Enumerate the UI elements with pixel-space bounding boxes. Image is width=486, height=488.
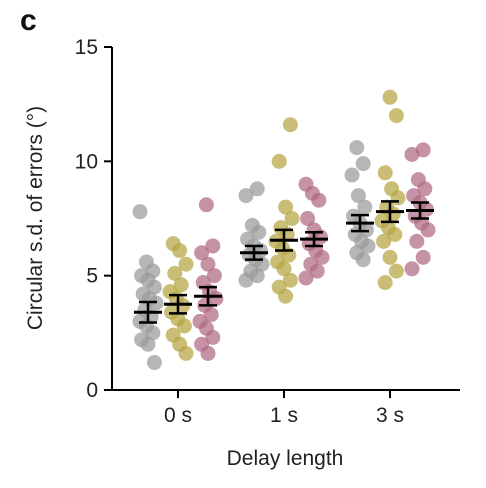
data-point — [203, 307, 219, 323]
data-point — [178, 345, 194, 361]
y-tick-label: 10 — [75, 150, 98, 173]
data-point — [200, 345, 216, 361]
data-point — [377, 165, 393, 181]
data-point — [404, 261, 420, 277]
data-point — [238, 188, 254, 204]
data-point — [404, 146, 420, 162]
axis-ticks: 0 5 10 15 0 s 1 s 3 s — [75, 36, 404, 427]
data-point — [350, 188, 366, 204]
data-point — [284, 211, 300, 226]
data-point — [409, 233, 425, 249]
data-point — [278, 288, 294, 304]
data-point — [309, 263, 325, 279]
data-point — [200, 256, 216, 272]
data-point — [311, 192, 327, 208]
data-point — [382, 89, 398, 105]
data-point — [298, 270, 314, 286]
data-point — [205, 329, 221, 345]
data-point — [205, 238, 221, 254]
data-point — [357, 199, 373, 215]
error-bars-layer — [134, 200, 434, 324]
data-point — [140, 336, 156, 352]
data-point — [300, 211, 316, 226]
x-tick-label: 3 s — [376, 404, 404, 427]
data-point — [146, 355, 162, 371]
data-point — [249, 181, 265, 197]
data-point — [388, 108, 404, 124]
data-point — [271, 153, 287, 169]
data-point — [360, 238, 376, 254]
data-point — [167, 265, 183, 281]
data-point — [198, 197, 214, 213]
data-point — [382, 249, 398, 265]
data-point — [194, 245, 210, 261]
data-point — [206, 268, 222, 284]
data-point — [376, 233, 392, 249]
data-point — [417, 181, 433, 197]
data-point — [387, 227, 403, 243]
data-point — [145, 325, 161, 341]
data-point — [344, 167, 360, 183]
panel-label: c — [20, 4, 37, 37]
data-point — [276, 261, 292, 277]
data-point — [282, 272, 298, 288]
data-point — [282, 117, 298, 133]
y-tick-label: 15 — [75, 36, 98, 59]
data-point — [388, 263, 404, 279]
data-point — [314, 249, 330, 265]
x-tick-label: 1 s — [270, 404, 298, 427]
data-point — [178, 256, 194, 272]
data-point — [420, 222, 436, 238]
data-point — [176, 318, 192, 334]
data-point — [146, 279, 162, 295]
data-point — [355, 156, 371, 172]
data-point — [415, 249, 431, 265]
y-tick-label: 5 — [86, 265, 98, 288]
data-point — [132, 204, 148, 220]
y-axis-label: Circular s.d. of errors (°) — [24, 106, 47, 330]
data-point — [172, 243, 188, 259]
y-tick-label: 0 — [86, 379, 98, 402]
x-tick-label: 0 s — [164, 404, 192, 427]
data-point — [278, 199, 294, 215]
data-point — [251, 224, 267, 240]
data-point — [173, 277, 189, 293]
data-point — [355, 252, 371, 268]
data-point — [238, 272, 254, 288]
data-point — [377, 275, 393, 291]
data-point — [349, 140, 365, 156]
x-axis-label: Delay length — [227, 447, 344, 470]
